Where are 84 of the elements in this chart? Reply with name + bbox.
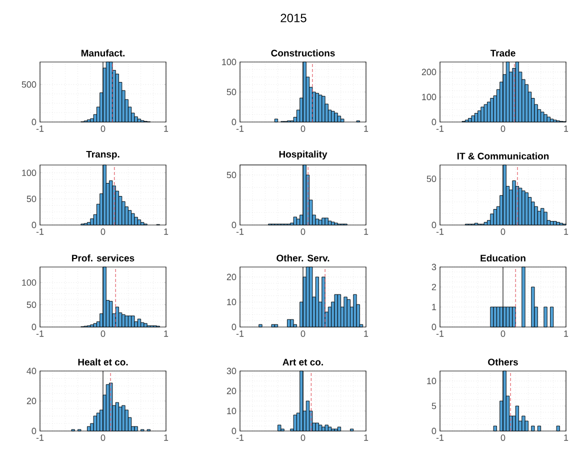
y-tick-label: 50 [26, 302, 36, 308]
x-tick-label: 0 [300, 126, 306, 132]
y-tick-label: 0 [232, 118, 236, 126]
y-tick-label: 2 [432, 284, 436, 290]
y-tick-label: 100 [422, 94, 436, 100]
x-tick-label: 1 [564, 330, 568, 337]
y-tick-label: 0 [32, 428, 36, 434]
y-tick-label: 200 [422, 68, 436, 76]
chart-title: Hospitality [279, 150, 328, 160]
text: 2015 [280, 14, 306, 22]
x-tick-label: -1 [436, 330, 444, 337]
chart-title: Constructions [271, 49, 335, 56]
y-tick-label: 40 [26, 368, 36, 374]
y-tick-label: 1 [432, 304, 436, 310]
chart-title: Education [480, 254, 526, 262]
y-tick-label: 500 [22, 81, 36, 88]
x-tick-label: 0 [100, 434, 106, 441]
x-tick-label: 0 [100, 330, 106, 337]
chart-title: Art et co. [282, 358, 323, 366]
y-tick-label: 30 [226, 368, 236, 374]
y-tick-label: 0 [32, 222, 36, 228]
x-tick-label: 0 [300, 228, 306, 235]
y-tick-label: 0 [432, 324, 436, 330]
y-tick-label: 0 [432, 118, 436, 126]
y-tick-label: 20 [226, 388, 236, 394]
y-tick-label: 0 [32, 118, 36, 126]
chart-title: Prof. services [72, 254, 134, 262]
x-tick-label: 0 [500, 126, 506, 132]
y-tick-label: 0 [232, 222, 236, 228]
y-tick-label: 3 [432, 264, 436, 270]
chart-title: Manufact. [81, 49, 125, 56]
y-tick-label: 20 [226, 274, 236, 280]
x-tick-label: 0 [300, 434, 306, 441]
x-tick-label: 1 [564, 126, 568, 132]
x-tick-label: -1 [36, 126, 44, 132]
x-tick-label: 1 [564, 228, 568, 235]
x-tick-label: 1 [364, 330, 368, 337]
y-tick-label: 50 [226, 172, 236, 178]
x-tick-label: 1 [164, 228, 168, 235]
y-tick-label: 0 [432, 428, 436, 434]
chart-title: Trade [490, 49, 516, 56]
y-tick-label: 0 [232, 428, 236, 434]
x-tick-label: 1 [164, 330, 168, 337]
x-tick-label: 1 [564, 434, 568, 441]
y-tick-label: 10 [227, 408, 236, 414]
chart-title: Other. Serv. [276, 254, 330, 262]
y-tick-label: 0 [232, 324, 236, 330]
x-tick-label: 1 [364, 434, 368, 441]
x-tick-label: 0 [300, 330, 306, 337]
x-tick-label: 1 [164, 126, 168, 132]
chart-title: IT & Communication [457, 152, 549, 160]
x-tick-label: -1 [36, 330, 44, 337]
y-tick-label: 100 [22, 170, 36, 176]
y-tick-label: 50 [26, 196, 36, 202]
x-tick-label: 1 [364, 126, 368, 132]
x-tick-label: 0 [100, 126, 106, 132]
chart-title: Transp. [86, 150, 120, 160]
y-tick-label: 0 [32, 324, 36, 330]
x-tick-label: -1 [236, 228, 244, 235]
x-tick-label: 0 [500, 228, 506, 235]
y-tick-label: 50 [226, 88, 236, 96]
chart-title: Healt et co. [78, 358, 128, 366]
y-tick-label: 100 [222, 58, 236, 66]
x-tick-label: -1 [236, 330, 244, 337]
x-tick-label: 1 [364, 228, 368, 235]
x-tick-label: 0 [500, 434, 506, 441]
x-tick-label: -1 [436, 434, 444, 441]
y-tick-label: 5 [432, 402, 436, 410]
x-tick-label: 1 [164, 434, 168, 441]
x-tick-label: -1 [436, 126, 444, 132]
y-tick-label: 10 [227, 298, 236, 306]
y-tick-label: 100 [22, 279, 36, 286]
x-tick-label: -1 [36, 228, 44, 235]
x-tick-label: -1 [436, 228, 444, 235]
x-tick-label: -1 [236, 434, 244, 441]
x-tick-label: 0 [100, 228, 106, 235]
x-tick-label: 0 [500, 330, 506, 337]
y-tick-label: 0 [432, 222, 436, 228]
y-tick-label: 10 [427, 378, 436, 384]
y-tick-label: 50 [426, 176, 436, 182]
y-tick-label: 20 [26, 398, 36, 404]
x-tick-label: -1 [36, 434, 44, 441]
chart-title: Others [488, 358, 518, 366]
x-tick-label: -1 [236, 126, 244, 132]
